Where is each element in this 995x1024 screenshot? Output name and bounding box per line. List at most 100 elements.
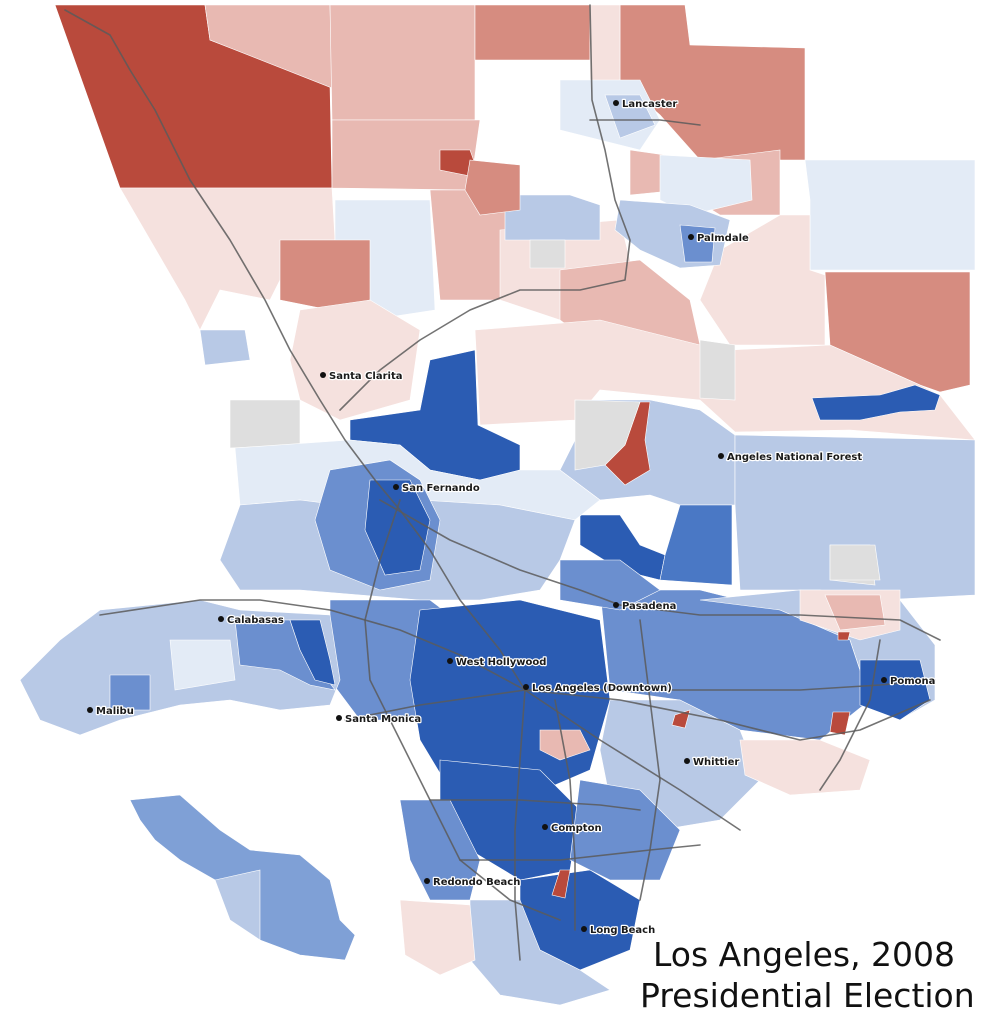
north-region (54, 4, 976, 449)
city-dot (542, 824, 548, 830)
east-light-red (824, 594, 886, 631)
malibu-mid (109, 674, 151, 711)
city-label: Long Beach (590, 925, 655, 936)
highway-210 (379, 499, 941, 641)
city-label: Lancaster (622, 99, 677, 110)
hills-red (829, 711, 851, 736)
city-santa-monica: Santa Monica (336, 713, 422, 726)
santa-clarita-pale (289, 299, 421, 421)
city-label: Malibu (96, 706, 134, 717)
hawthorne-pale (539, 729, 591, 761)
city-los-angeles-downtown: Los Angeles (Downtown) (523, 682, 673, 695)
west-region (19, 599, 341, 736)
city-dot (718, 453, 724, 459)
pomona-dark (859, 659, 931, 721)
city-dot (613, 602, 619, 608)
city-labels: Lancaster Palmdale Santa Clarita Angeles… (87, 98, 937, 937)
title-line-1: Los Angeles, 2008 (653, 935, 955, 974)
city-label: Whittier (693, 757, 739, 768)
city-label: Santa Clarita (329, 371, 402, 382)
city-whittier: Whittier (684, 756, 741, 769)
city-santa-clarita: Santa Clarita (320, 370, 404, 383)
highway-57 (819, 639, 881, 791)
city-label: West Hollywood (456, 657, 546, 668)
city-label: Compton (551, 823, 602, 834)
sfv-nodata (829, 544, 881, 581)
east-red-sm (837, 631, 851, 641)
north-nodata-2 (529, 239, 566, 269)
highway-5 (64, 9, 526, 691)
city-long-beach: Long Beach (581, 924, 656, 937)
santa-clarita-blue (199, 329, 251, 366)
north-precinct-l (804, 159, 976, 271)
north-precinct-g (119, 187, 336, 331)
highway-101 (99, 599, 526, 691)
north-precinct-r (504, 194, 601, 241)
islands (129, 794, 356, 961)
city-dot (688, 234, 694, 240)
catalina-island-north (214, 869, 261, 941)
north-precinct-o (279, 239, 371, 311)
forest-mid-blue-b (659, 504, 733, 586)
longbeach-light (469, 899, 611, 1006)
city-label: Angeles National Forest (727, 452, 862, 463)
highway-60 (524, 689, 931, 741)
city-label: Palmdale (697, 233, 749, 244)
city-san-fernando: San Fernando (393, 482, 481, 495)
highway-405 (364, 499, 561, 921)
se-red-sliver (671, 709, 691, 729)
city-dot (87, 707, 93, 713)
highway-network (64, 4, 941, 961)
highway-10 (344, 679, 936, 721)
highway-5-south (524, 689, 741, 831)
city-dot (336, 715, 342, 721)
city-dot (218, 616, 224, 622)
city-label: Santa Monica (345, 714, 421, 725)
malibu-pale (169, 639, 236, 691)
north-precinct-b (329, 4, 476, 121)
pasadena-mid (559, 559, 661, 611)
highway-14 (339, 4, 631, 411)
forest-east-strip (811, 384, 941, 421)
compton-red (551, 869, 571, 899)
palos-verdes-pale (399, 899, 476, 976)
city-dot (581, 926, 587, 932)
highway-110 (514, 689, 526, 961)
city-angeles-national-forest: Angeles National Forest (718, 451, 864, 464)
city-dot (393, 484, 399, 490)
highway-710 (554, 699, 576, 931)
city-dot (613, 100, 619, 106)
city-label: Redondo Beach (433, 877, 520, 888)
north-precinct-e (589, 4, 621, 86)
city-lancaster: Lancaster (613, 98, 679, 111)
city-west-hollywood: West Hollywood (447, 656, 548, 669)
basin-region (219, 459, 936, 1006)
city-pasadena: Pasadena (613, 600, 678, 613)
palmdale-cluster-b (679, 224, 716, 263)
north-precinct-c (474, 4, 591, 61)
city-label: Calabasas (227, 615, 284, 626)
city-malibu: Malibu (87, 705, 135, 718)
santa-clarita-nodata (229, 399, 301, 449)
city-dot (424, 878, 430, 884)
north-precinct-t (464, 159, 521, 216)
city-label: Pasadena (622, 601, 676, 612)
nodata-strip-1 (699, 339, 736, 401)
hills-pale-red (739, 739, 871, 796)
city-label: Pomona (890, 676, 935, 687)
city-calabasas: Calabasas (218, 614, 285, 627)
title-line-2: Presidential Election (640, 976, 975, 1015)
city-pomona: Pomona (881, 675, 937, 688)
highway-91 (459, 844, 701, 861)
city-dot (684, 758, 690, 764)
map-title: Los Angeles, 2008 Presidential Election (640, 935, 975, 1015)
city-redondo-beach: Redondo Beach (424, 876, 522, 889)
lancaster-cluster-b (604, 94, 656, 139)
city-palmdale: Palmdale (688, 232, 750, 245)
city-dot (320, 372, 326, 378)
sfv-dark (364, 479, 431, 576)
calabasas-dark (289, 619, 336, 686)
city-dot (447, 658, 453, 664)
